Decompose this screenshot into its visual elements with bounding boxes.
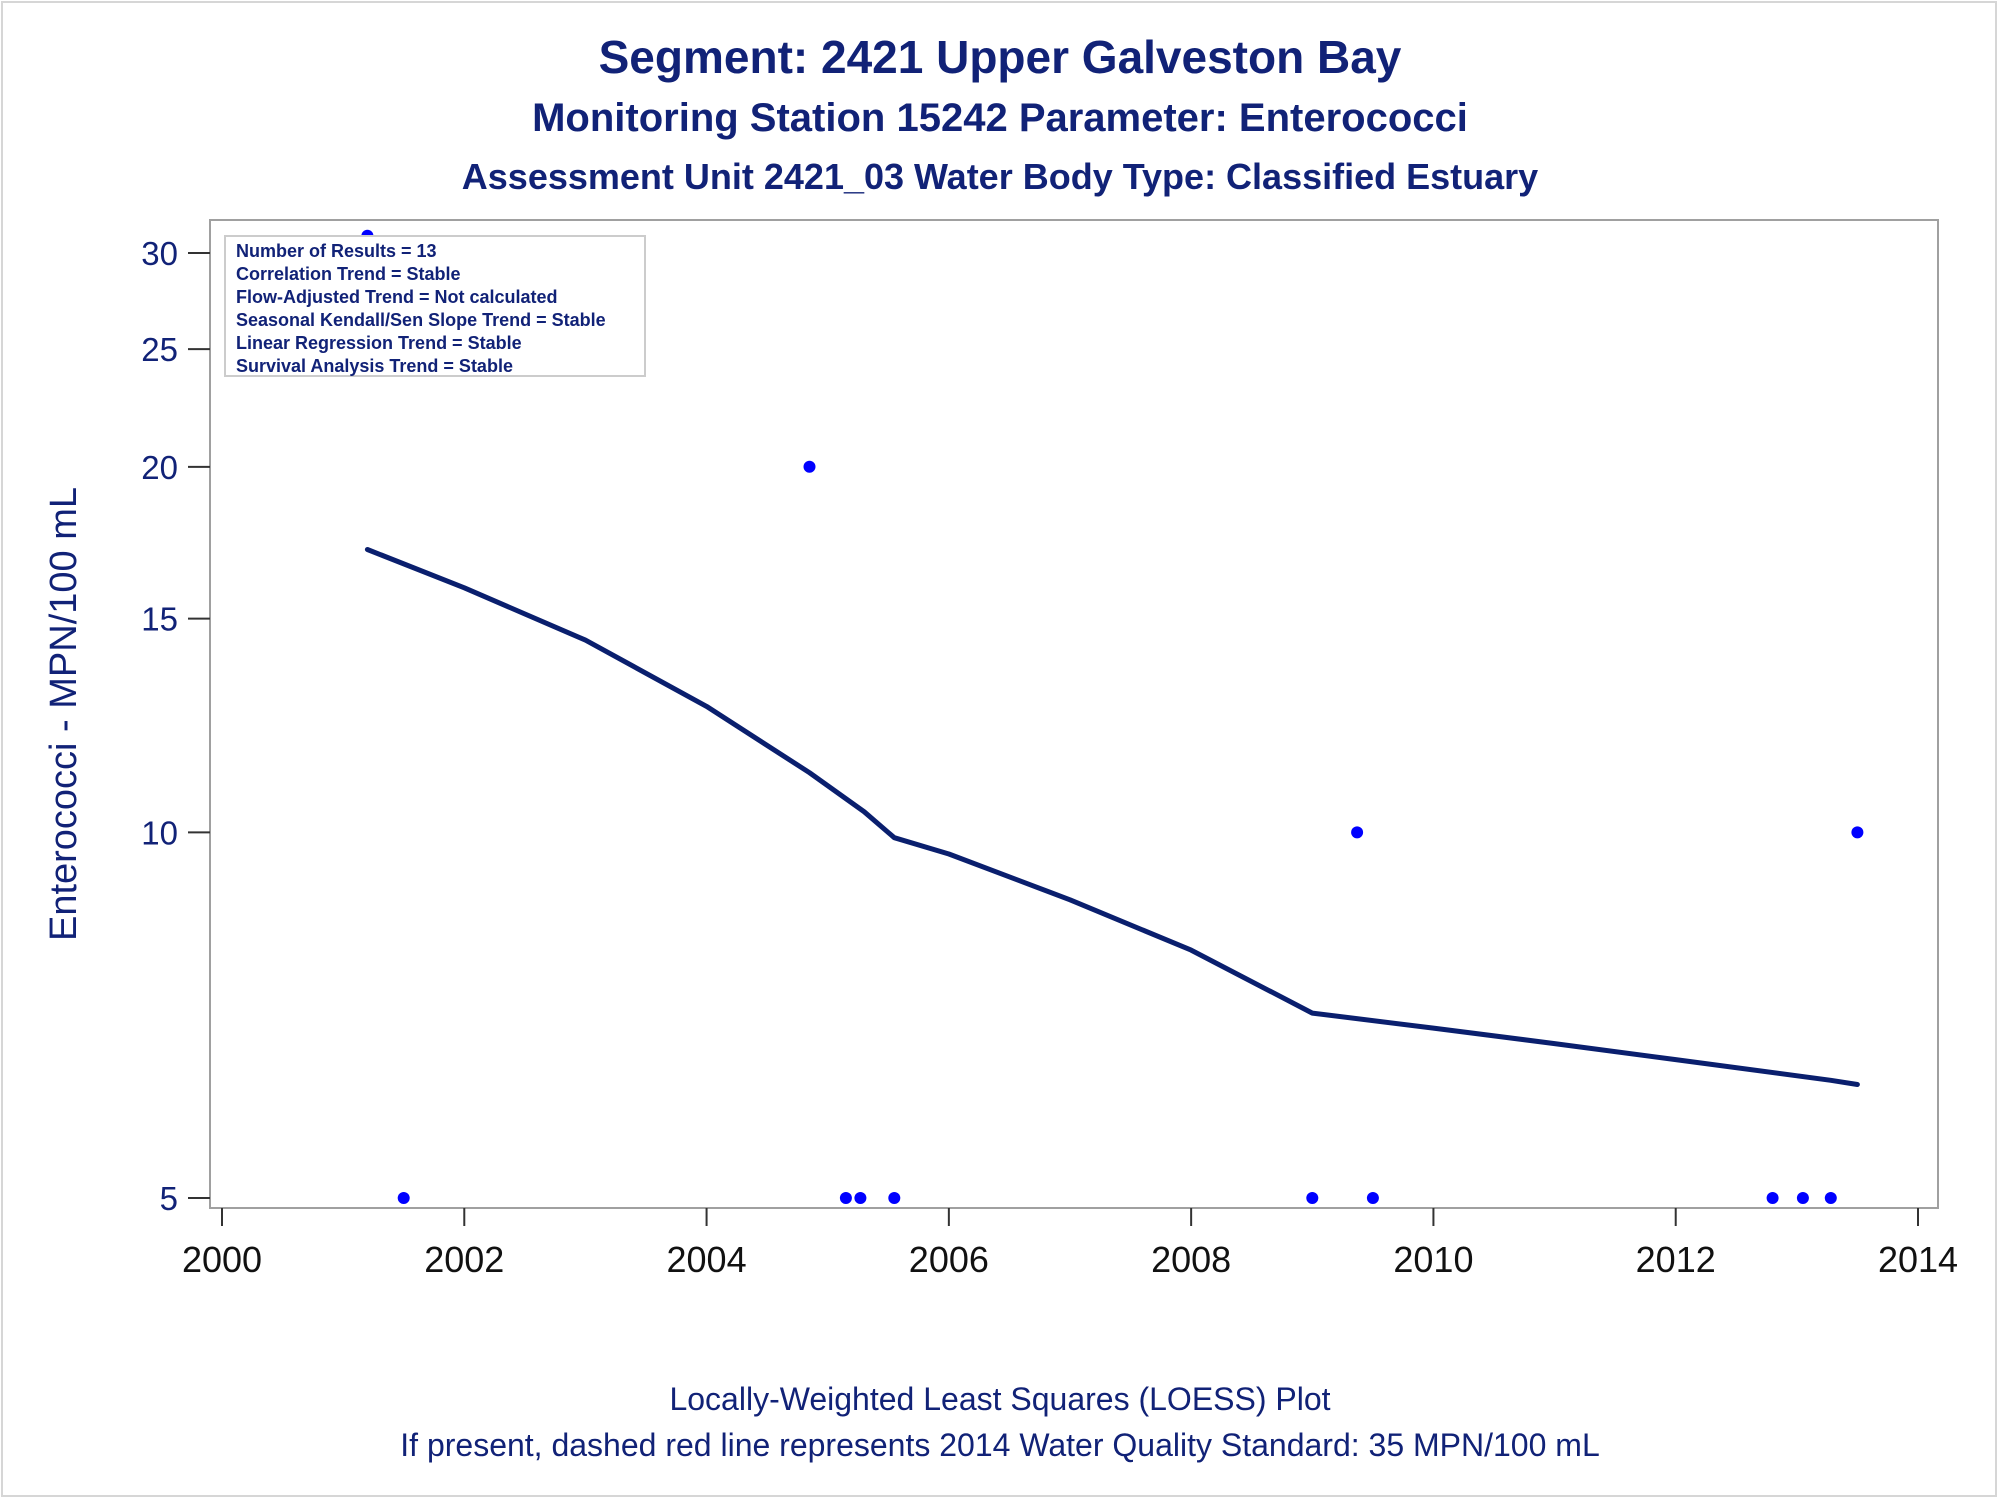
data-point-3: [803, 460, 816, 473]
y-tick-label-30: 30: [141, 235, 178, 272]
inset-line-seasonal-kendall: Seasonal Kendall/Sen Slope Trend = Stabl…: [236, 310, 606, 330]
x-tick-label-2012: 2012: [1636, 1239, 1716, 1280]
data-point-11: [1796, 1192, 1809, 1204]
data-point-4: [839, 1192, 852, 1204]
x-tick-label-2010: 2010: [1393, 1239, 1473, 1280]
inset-line-survival: Survival Analysis Trend = Stable: [236, 356, 513, 376]
footnote-loess: Locally-Weighted Least Squares (LOESS) P…: [669, 1381, 1331, 1417]
chart-subtitle-2: Assessment Unit 2421_03 Water Body Type:…: [461, 156, 1539, 197]
inset-line-correlation: Correlation Trend = Stable: [236, 264, 461, 284]
inset-line-flow-adjusted: Flow-Adjusted Trend = Not calculated: [236, 287, 558, 307]
x-tick-label-2004: 2004: [667, 1239, 747, 1280]
chart-subtitle: Monitoring Station 15242 Parameter: Ente…: [532, 96, 1468, 140]
footnote-standard: If present, dashed red line represents 2…: [400, 1427, 1600, 1463]
data-point-12: [1824, 1192, 1837, 1204]
inset-line-linear-regression: Linear Regression Trend = Stable: [236, 333, 522, 353]
chart-title: Segment: 2421 Upper Galveston Bay: [598, 31, 1402, 83]
data-point-9: [1366, 1192, 1379, 1204]
data-point-5: [854, 1192, 867, 1204]
data-point-7: [1306, 1192, 1319, 1204]
data-point-10: [1766, 1192, 1779, 1204]
y-tick-label-25: 25: [141, 331, 178, 368]
inset-line-results: Number of Results = 13: [236, 241, 437, 261]
y-tick-label-20: 20: [141, 449, 178, 486]
y-tick-label-5: 5: [160, 1180, 178, 1217]
data-point-2: [397, 1192, 410, 1204]
x-tick-label-2014: 2014: [1878, 1239, 1958, 1280]
y-axis-label: Enterococci - MPN/100 mL: [43, 487, 85, 941]
x-tick-label-2006: 2006: [909, 1239, 989, 1280]
x-tick-label-2000: 2000: [182, 1239, 262, 1280]
x-tick-label-2008: 2008: [1151, 1239, 1231, 1280]
data-point-8: [1351, 826, 1364, 839]
x-tick-label-2002: 2002: [424, 1239, 504, 1280]
plot-area: [209, 219, 1939, 1209]
loess-curve: [364, 547, 1860, 1087]
trend-summary-box: Number of Results = 13 Correlation Trend…: [224, 235, 646, 377]
y-tick-label-10: 10: [141, 814, 178, 851]
y-tick-label-15: 15: [141, 601, 178, 638]
data-point-6: [888, 1192, 901, 1204]
data-point-13: [1851, 826, 1864, 839]
